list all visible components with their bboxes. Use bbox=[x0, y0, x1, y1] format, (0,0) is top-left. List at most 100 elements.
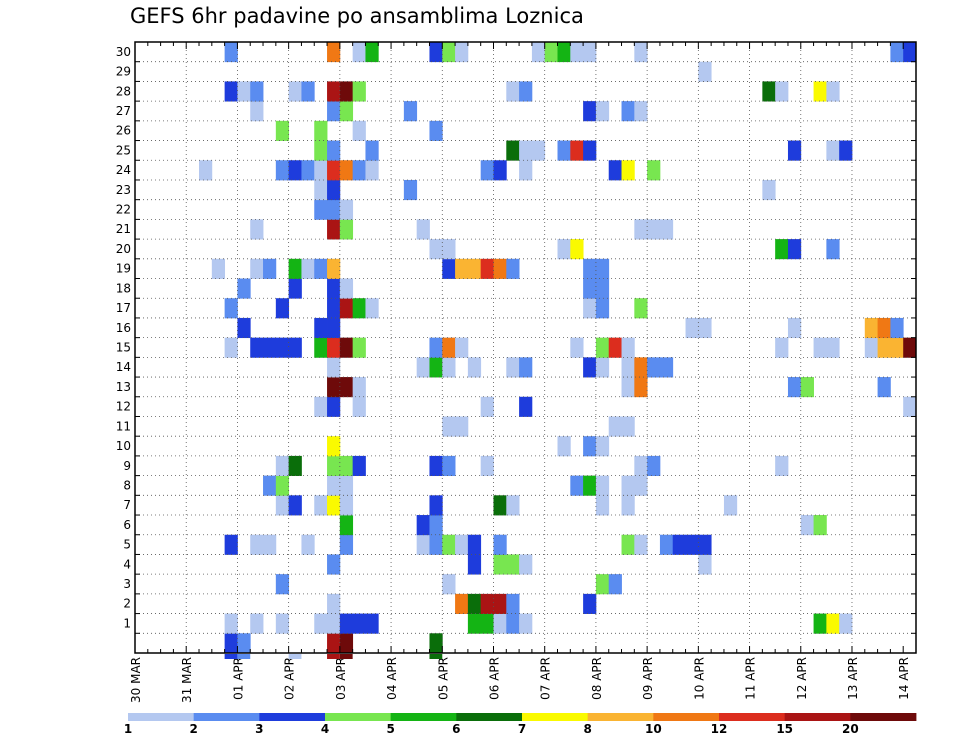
y-tick-label: 15 bbox=[116, 341, 131, 355]
heatmap-cell bbox=[314, 120, 328, 141]
heatmap-cell bbox=[314, 199, 328, 220]
heatmap-cell bbox=[583, 101, 597, 122]
heatmap-cell bbox=[877, 337, 891, 358]
heatmap-cell bbox=[647, 160, 661, 181]
heatmap-cell bbox=[339, 337, 354, 358]
x-tick-label: 09 APR bbox=[641, 657, 655, 700]
heatmap-cell bbox=[557, 239, 571, 260]
heatmap-cell bbox=[519, 160, 533, 181]
colorbar-label: 3 bbox=[255, 722, 263, 736]
heatmap-cell bbox=[275, 613, 290, 634]
heatmap-cell bbox=[339, 81, 354, 102]
heatmap-cell bbox=[864, 317, 878, 339]
colorbar-swatch bbox=[522, 713, 589, 721]
heatmap-cell bbox=[327, 140, 341, 161]
colorbar-swatch bbox=[193, 713, 260, 721]
heatmap-cell bbox=[352, 396, 366, 417]
heatmap-cell bbox=[288, 258, 302, 279]
heatmap-cell bbox=[288, 278, 302, 299]
heatmap-cell bbox=[877, 317, 891, 339]
plot-frame bbox=[134, 41, 917, 654]
heatmap-cell bbox=[800, 515, 814, 536]
heatmap-cell bbox=[659, 534, 674, 555]
heatmap-cell bbox=[327, 593, 341, 614]
x-tick-label: 02 APR bbox=[283, 657, 297, 700]
heatmap-cell bbox=[327, 633, 341, 654]
x-tick-label: 12 APR bbox=[795, 657, 809, 700]
heatmap-cell bbox=[403, 179, 418, 201]
x-tick-label: 07 APR bbox=[539, 657, 553, 700]
heatmap-cell bbox=[352, 613, 366, 634]
y-tick-label: 27 bbox=[116, 104, 131, 118]
heatmap-cell bbox=[211, 258, 226, 279]
heatmap-cell bbox=[595, 337, 610, 358]
heatmap-cell bbox=[595, 278, 610, 299]
y-tick-label: 29 bbox=[116, 65, 131, 79]
heatmap-cell bbox=[429, 455, 443, 477]
heatmap-cell bbox=[199, 160, 213, 181]
heatmap-cell bbox=[339, 219, 354, 240]
heatmap-cell bbox=[480, 258, 494, 279]
heatmap-cell bbox=[327, 357, 341, 378]
heatmap-cell bbox=[672, 534, 686, 555]
heatmap-cell bbox=[314, 317, 328, 339]
heatmap-cell bbox=[813, 337, 827, 358]
below-axis-mark bbox=[327, 654, 340, 659]
heatmap-cell bbox=[583, 258, 597, 279]
heatmap-cell bbox=[480, 160, 494, 181]
y-tick-label: 8 bbox=[123, 478, 131, 492]
heatmap-cell bbox=[288, 337, 302, 358]
heatmap-cell bbox=[327, 436, 341, 457]
x-tick-label: 03 APR bbox=[334, 657, 348, 700]
heatmap-cell bbox=[890, 317, 904, 339]
heatmap-cell bbox=[327, 495, 341, 516]
heatmap-cell bbox=[327, 258, 341, 279]
x-tick-label: 30 MAR bbox=[129, 657, 143, 703]
heatmap-cell bbox=[314, 160, 328, 181]
heatmap-cell bbox=[519, 613, 533, 634]
heatmap-cell bbox=[647, 219, 661, 240]
heatmap-cell bbox=[839, 140, 853, 161]
x-tick-label: 10 APR bbox=[692, 657, 706, 700]
heatmap-cell bbox=[327, 298, 341, 319]
heatmap-cell bbox=[634, 42, 648, 63]
x-tick-label: 13 APR bbox=[846, 657, 860, 700]
heatmap-cell bbox=[327, 101, 341, 122]
x-tick-label: 04 APR bbox=[385, 657, 399, 700]
heatmap-cell bbox=[467, 258, 482, 279]
heatmap-cell bbox=[775, 239, 789, 260]
heatmap-cell bbox=[493, 613, 507, 634]
colorbar-label: 6 bbox=[452, 722, 460, 736]
colorbar-swatch bbox=[784, 713, 851, 721]
heatmap-cell bbox=[442, 337, 456, 358]
heatmap-cell bbox=[250, 219, 264, 240]
heatmap-cell bbox=[903, 396, 917, 417]
heatmap-cell bbox=[301, 160, 315, 181]
heatmap-cell bbox=[429, 120, 443, 141]
heatmap-cell bbox=[621, 534, 635, 555]
heatmap-cell bbox=[826, 239, 840, 260]
heatmap-cell bbox=[352, 120, 366, 141]
y-tick-label: 11 bbox=[116, 419, 131, 433]
heatmap-cell bbox=[442, 42, 456, 63]
heatmap-cell bbox=[583, 298, 597, 319]
y-tick-label: 2 bbox=[123, 597, 131, 611]
x-tick-label: 06 APR bbox=[487, 657, 501, 700]
heatmap-cell bbox=[339, 475, 354, 496]
heatmap-cell bbox=[455, 258, 469, 279]
heatmap-cell bbox=[314, 179, 328, 201]
heatmap-cell bbox=[275, 160, 290, 181]
heatmap-cell bbox=[480, 613, 494, 634]
x-tick-label: 08 APR bbox=[590, 657, 604, 700]
heatmap-cell bbox=[647, 455, 661, 477]
y-tick-label: 4 bbox=[123, 557, 131, 571]
heatmap-cell bbox=[429, 534, 443, 555]
heatmap-cell bbox=[595, 101, 610, 122]
heatmap-cell bbox=[519, 81, 533, 102]
heatmap-cell bbox=[339, 160, 354, 181]
heatmap-cell bbox=[493, 258, 507, 279]
heatmap-cell bbox=[455, 42, 469, 63]
heatmap-cell bbox=[429, 337, 443, 358]
heatmap-cell bbox=[224, 42, 238, 63]
heatmap-cell bbox=[224, 298, 238, 319]
